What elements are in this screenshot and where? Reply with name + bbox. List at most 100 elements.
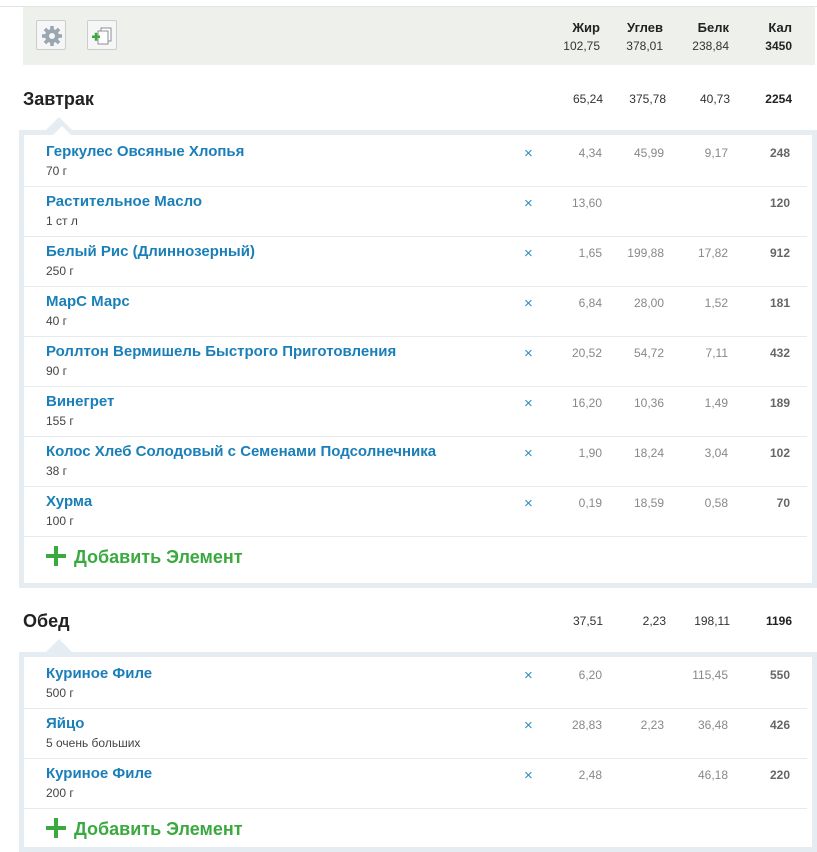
- food-kcal: 189: [769, 396, 790, 410]
- food-kcal: 248: [769, 146, 790, 160]
- food-name-link[interactable]: Хурма: [46, 493, 93, 510]
- food-kcal: 432: [769, 346, 790, 360]
- meal-kcal: 2254: [765, 92, 792, 106]
- food-name-link[interactable]: Растительное Масло: [46, 193, 203, 210]
- food-fat: 1,90: [578, 446, 602, 460]
- food-row: Куриное Филе 200 г × 2,48 46,18 220: [24, 758, 807, 809]
- food-carbs: 10,36: [633, 396, 664, 410]
- food-kcal: 70: [776, 496, 790, 510]
- food-name-link[interactable]: Белый Рис (Длиннозерный): [46, 243, 255, 260]
- food-name-link[interactable]: Колос Хлеб Солодовый с Семенами Подсолне…: [46, 443, 437, 460]
- plus-icon: [46, 818, 66, 838]
- food-protein: 0,58: [704, 496, 728, 510]
- delete-icon[interactable]: ×: [524, 195, 533, 212]
- food-fat: 2,48: [578, 768, 602, 782]
- add-item-button[interactable]: Добавить Элемент: [46, 818, 243, 840]
- food-fat: 20,52: [571, 346, 602, 360]
- food-fat: 16,20: [571, 396, 602, 410]
- delete-icon[interactable]: ×: [524, 445, 533, 462]
- gear-icon: [42, 26, 62, 46]
- total-protein: 238,84: [692, 39, 729, 53]
- food-fat: 6,20: [578, 668, 602, 682]
- food-carbs: 18,24: [633, 446, 664, 460]
- copy-meal-button[interactable]: [87, 20, 117, 50]
- food-protein: 1,52: [704, 296, 728, 310]
- meal-carbs: 375,78: [629, 92, 666, 106]
- food-amount: 5 очень больших: [46, 736, 141, 750]
- meal-title-breakfast: Завтрак: [23, 89, 94, 109]
- add-item-button[interactable]: Добавить Элемент: [46, 546, 243, 568]
- meal-protein: 40,73: [699, 92, 730, 106]
- delete-icon[interactable]: ×: [524, 495, 533, 512]
- delete-icon[interactable]: ×: [524, 767, 533, 784]
- food-amount: 1 ст л: [46, 214, 78, 228]
- food-name-link[interactable]: Куриное Филе: [46, 665, 153, 682]
- meal-title-lunch: Обед: [23, 611, 70, 631]
- food-name-link[interactable]: Куриное Филе: [46, 765, 153, 782]
- food-protein: 46,18: [697, 768, 728, 782]
- food-fat: 28,83: [571, 718, 602, 732]
- meal-carbs: 2,23: [642, 614, 666, 628]
- food-kcal: 181: [769, 296, 790, 310]
- header-carbs: Углев: [627, 20, 663, 35]
- food-row: МарС Марс 40 г × 6,84 28,00 1,52 181: [24, 286, 807, 337]
- food-name-link[interactable]: МарС Марс: [46, 293, 130, 310]
- food-name-link[interactable]: Роллтон Вермишель Быстрого Приготовления: [46, 343, 397, 360]
- food-amount: 70 г: [46, 164, 68, 178]
- header-kcal: Кал: [768, 20, 792, 35]
- food-kcal: 426: [769, 718, 790, 732]
- meal-protein: 198,11: [694, 614, 730, 628]
- food-amount: 155 г: [46, 414, 74, 428]
- summary-toolbar: Жир 102,75 Углев 378,01 Белк 238,84 Кал …: [23, 7, 815, 65]
- delete-icon[interactable]: ×: [524, 295, 533, 312]
- food-row: Белый Рис (Длиннозерный) 250 г × 1,65 199,88…: [24, 236, 807, 287]
- delete-icon[interactable]: ×: [524, 667, 533, 684]
- settings-button[interactable]: [36, 20, 66, 50]
- food-amount: 40 г: [46, 314, 68, 328]
- food-amount: 250 г: [46, 264, 74, 278]
- food-protein: 1,49: [704, 396, 728, 410]
- header-protein: Белк: [697, 20, 729, 35]
- food-carbs: 54,72: [633, 346, 664, 360]
- food-row: Колос Хлеб Солодовый с Семенами Подсолне…: [24, 436, 807, 487]
- food-fat: 6,84: [578, 296, 602, 310]
- food-amount: 500 г: [46, 686, 74, 700]
- add-item-label: Добавить Элемент: [74, 819, 243, 839]
- meal-kcal: 1196: [765, 614, 792, 628]
- food-protein: 9,17: [704, 146, 728, 160]
- plus-icon: [46, 546, 66, 566]
- total-carbs: 378,01: [626, 39, 663, 53]
- food-protein: 115,45: [692, 668, 728, 682]
- food-protein: 7,11: [705, 346, 728, 360]
- food-row: Винегрет 155 г × 16,20 10,36 1,49 189: [24, 386, 807, 437]
- lunch-panel: [19, 652, 817, 852]
- food-amount: 90 г: [46, 364, 68, 378]
- add-item-label: Добавить Элемент: [74, 547, 243, 567]
- food-carbs: 45,99: [633, 146, 664, 160]
- delete-icon[interactable]: ×: [524, 717, 533, 734]
- food-protein: 17,82: [697, 246, 728, 260]
- food-row: Яйцо 5 очень больших × 28,83 2,23 36,48 426: [24, 708, 807, 759]
- delete-icon[interactable]: ×: [524, 245, 533, 262]
- food-kcal: 912: [769, 246, 790, 260]
- food-name-link[interactable]: Винегрет: [46, 393, 115, 410]
- food-amount: 200 г: [46, 786, 74, 800]
- meal-fat: 37,51: [572, 614, 603, 628]
- food-row: Роллтон Вермишель Быстрого Приготовления…: [24, 336, 807, 387]
- top-divider: [0, 6, 817, 7]
- total-kcal: 3450: [765, 39, 792, 53]
- delete-icon[interactable]: ×: [524, 395, 533, 412]
- food-name-link[interactable]: Геркулес Овсяные Хлопья: [46, 143, 245, 160]
- food-kcal: 550: [769, 668, 790, 682]
- food-fat: 4,34: [578, 146, 602, 160]
- delete-icon[interactable]: ×: [524, 345, 533, 362]
- panel-notch: [45, 639, 73, 653]
- meal-fat: 65,24: [572, 92, 603, 106]
- food-name-link[interactable]: Яйцо: [46, 715, 85, 732]
- header-fat: Жир: [572, 20, 600, 35]
- food-fat: 1,65: [578, 246, 602, 260]
- food-row: Геркулес Овсяные Хлопья 70 г × 4,34 45,99 9,1…: [24, 136, 807, 187]
- delete-icon[interactable]: ×: [524, 145, 533, 162]
- food-amount: 100 г: [46, 514, 74, 528]
- food-row: Хурма 100 г × 0,19 18,59 0,58 70: [24, 486, 807, 537]
